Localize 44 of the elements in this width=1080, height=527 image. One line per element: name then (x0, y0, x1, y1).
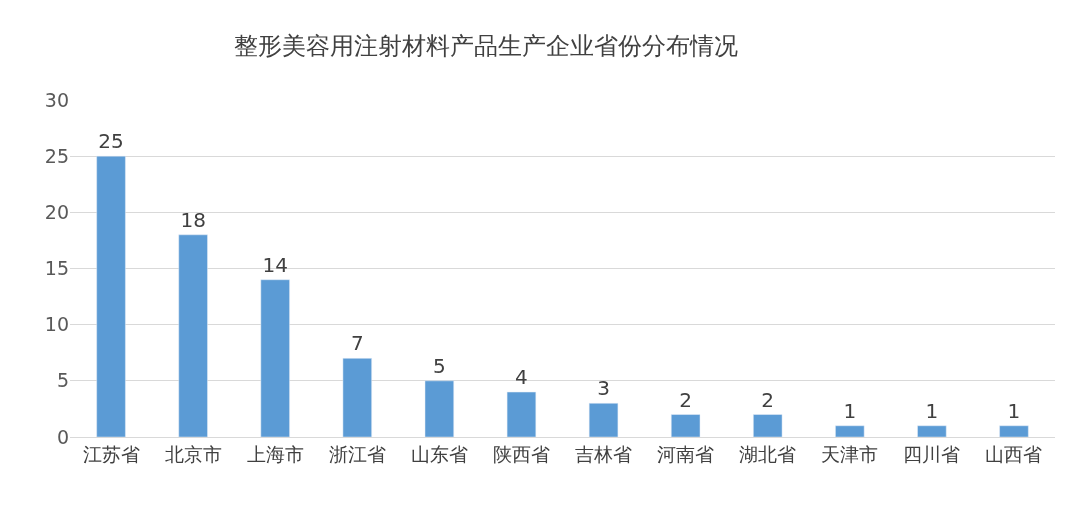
bar (424, 380, 454, 437)
data-label: 2 (679, 387, 692, 412)
data-label: 3 (597, 376, 610, 401)
bar (671, 414, 701, 437)
x-tick-label: 河南省 (657, 442, 715, 465)
data-label: 1 (1007, 398, 1021, 423)
bar (835, 425, 865, 437)
x-tick-label: 浙江省 (328, 442, 386, 465)
bar (178, 234, 208, 437)
y-tick-label: 10 (44, 313, 69, 336)
y-tick-label: 20 (44, 200, 69, 223)
x-tick-label: 山东省 (410, 442, 468, 465)
data-label: 14 (262, 252, 288, 277)
x-tick-label: 上海市 (246, 442, 304, 465)
x-tick-label: 陕西省 (492, 442, 550, 465)
data-label: 5 (433, 353, 446, 378)
x-tick-label: 四川省 (903, 442, 961, 465)
y-tick-label: 15 (44, 257, 69, 280)
bar (999, 425, 1029, 437)
x-tick-label: 天津市 (821, 442, 879, 465)
x-tick-label: 湖北省 (739, 442, 797, 465)
x-tick-label: 吉林省 (575, 442, 633, 465)
bar (506, 391, 537, 437)
y-tick-label: 0 (56, 425, 69, 448)
bar (96, 155, 126, 437)
y-tick-label: 5 (56, 369, 69, 392)
x-tick-label: 北京市 (164, 442, 222, 465)
x-tick-label: 山西省 (985, 442, 1043, 465)
y-tick-label: 30 (44, 88, 69, 111)
bar (753, 414, 783, 437)
bar (342, 358, 372, 437)
y-tick-label: 25 (44, 144, 69, 167)
bar (917, 425, 947, 437)
data-label: 7 (350, 331, 364, 356)
data-label: 18 (180, 207, 206, 232)
data-label: 1 (925, 398, 939, 423)
data-label: 1 (843, 398, 857, 423)
chart-title: 整形美容用注射材料产品生产企业省份分布情况 (234, 31, 738, 60)
data-label: 2 (761, 387, 775, 412)
bar (588, 403, 619, 437)
bar (260, 279, 290, 437)
data-label: 25 (98, 129, 124, 154)
data-label: 4 (515, 365, 528, 390)
x-tick-label: 江苏省 (82, 442, 140, 465)
